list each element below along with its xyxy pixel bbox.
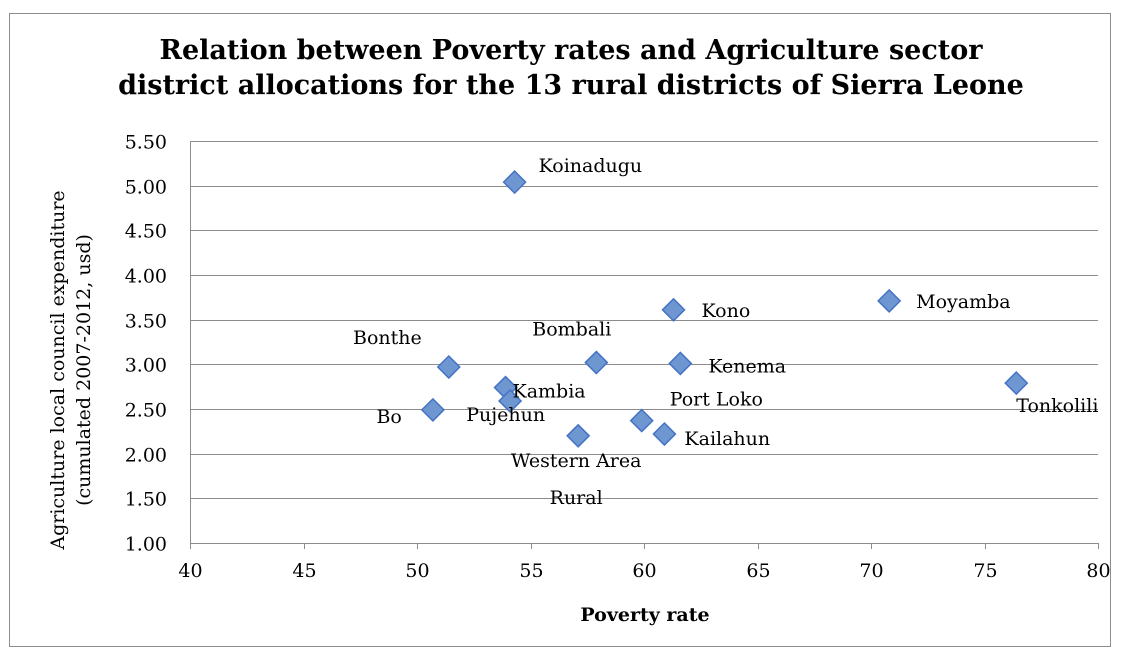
y-tick-label: 5.00 <box>125 177 167 199</box>
data-point-label: Port Loko <box>670 389 763 411</box>
data-point-marker <box>668 351 693 376</box>
y-tick-label: 2.50 <box>125 400 167 422</box>
data-point-marker <box>629 408 654 433</box>
axes <box>190 141 1099 549</box>
x-tick-label: 65 <box>746 560 770 582</box>
y-axis-tick-labels: 1.00 1.50 2.00 2.50 3.00 3.50 4.00 4.50 5.00 5.50 <box>125 132 167 556</box>
data-point-marker <box>1004 371 1029 396</box>
chart-title-line-2: district allocations for the 13 rural di… <box>118 70 1024 101</box>
data-point-marker <box>566 423 591 448</box>
data-point-label: Kambia <box>513 381 586 403</box>
x-tick-label: 60 <box>632 560 656 582</box>
y-axis-title-line-1: Agriculture local council expenditure <box>47 190 69 550</box>
y-axis-title: Agriculture local council expenditure (c… <box>47 190 95 550</box>
chart-title: Relation between Poverty rates and Agric… <box>118 35 1024 101</box>
x-axis-tick-labels: 40 45 50 55 60 65 70 75 80 <box>178 560 1110 582</box>
data-point-label: Bonthe <box>353 327 422 349</box>
data-point-label: Bo <box>376 406 401 428</box>
data-point-marker <box>877 288 902 313</box>
x-axis-title: Poverty rate <box>580 604 709 626</box>
x-tick-label: 50 <box>405 560 429 582</box>
data-point-label: Western Area Rural <box>511 450 642 509</box>
data-point-marker <box>661 297 686 322</box>
data-point-marker <box>502 170 527 195</box>
y-axis-title-line-2: (cumulated 2007-2012, usd) <box>73 234 95 506</box>
data-point-label: Bombali <box>532 319 611 341</box>
x-tick-label: 40 <box>178 560 202 582</box>
x-tick-label: 55 <box>519 560 543 582</box>
data-point-label: Kenema <box>708 355 786 377</box>
data-points <box>420 170 1029 448</box>
data-point-label: Koinadugu <box>539 155 643 177</box>
y-tick-label: 4.50 <box>125 221 167 243</box>
gridlines <box>190 141 1098 499</box>
data-point-marker <box>498 388 523 414</box>
data-point-marker <box>420 397 445 422</box>
chart-title-line-1: Relation between Poverty rates and Agric… <box>160 35 984 66</box>
y-tick-label: 1.00 <box>125 534 167 556</box>
data-point-label: Kono <box>702 300 751 322</box>
chart-frame <box>9 13 1111 647</box>
x-tick-label: 45 <box>292 560 316 582</box>
y-tick-label: 1.50 <box>125 489 167 511</box>
y-tick-label: 3.00 <box>125 355 167 377</box>
data-point-label: Kailahun <box>684 428 770 450</box>
x-tick-label: 80 <box>1086 560 1110 582</box>
data-point-label: Pujehun <box>466 404 545 426</box>
data-point-marker <box>436 354 461 380</box>
data-point-labels: Koinadugu Kono Moyamba Bonthe Bombali Kenema K… <box>353 155 1098 509</box>
y-tick-label: 5.50 <box>125 132 167 154</box>
y-tick-label: 3.50 <box>125 311 167 333</box>
data-point-marker <box>584 350 609 375</box>
x-tick-label: 70 <box>859 560 883 582</box>
y-tick-label: 4.00 <box>125 266 167 288</box>
x-tick-label: 75 <box>973 560 997 582</box>
y-tick-label: 2.00 <box>125 445 167 467</box>
data-point-marker <box>652 421 677 447</box>
data-point-label: Moyamba <box>916 291 1010 313</box>
data-point-label: Tonkolili <box>1016 395 1098 417</box>
